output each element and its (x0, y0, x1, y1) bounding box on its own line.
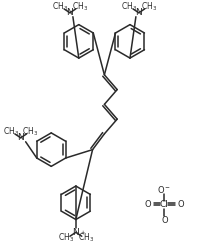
Text: N: N (67, 8, 73, 17)
Text: O: O (161, 216, 168, 225)
Text: O: O (178, 200, 184, 209)
Text: O: O (144, 200, 151, 209)
Text: CH$_3$: CH$_3$ (72, 1, 88, 13)
Text: N: N (17, 133, 24, 142)
Text: N: N (136, 8, 142, 17)
Text: CH$_3$: CH$_3$ (141, 1, 157, 13)
Text: CH$_3$: CH$_3$ (121, 1, 137, 13)
Text: Cl: Cl (160, 200, 169, 209)
Text: CH$_3$: CH$_3$ (52, 1, 68, 13)
Text: CH$_3$: CH$_3$ (78, 232, 94, 244)
Text: CH$_3$: CH$_3$ (3, 126, 19, 138)
Text: CH$_3$: CH$_3$ (58, 232, 74, 244)
Text: O$^-$: O$^-$ (157, 183, 171, 195)
Text: $^+$: $^+$ (79, 230, 85, 236)
Text: CH$_3$: CH$_3$ (23, 126, 39, 138)
Text: N: N (72, 228, 79, 237)
